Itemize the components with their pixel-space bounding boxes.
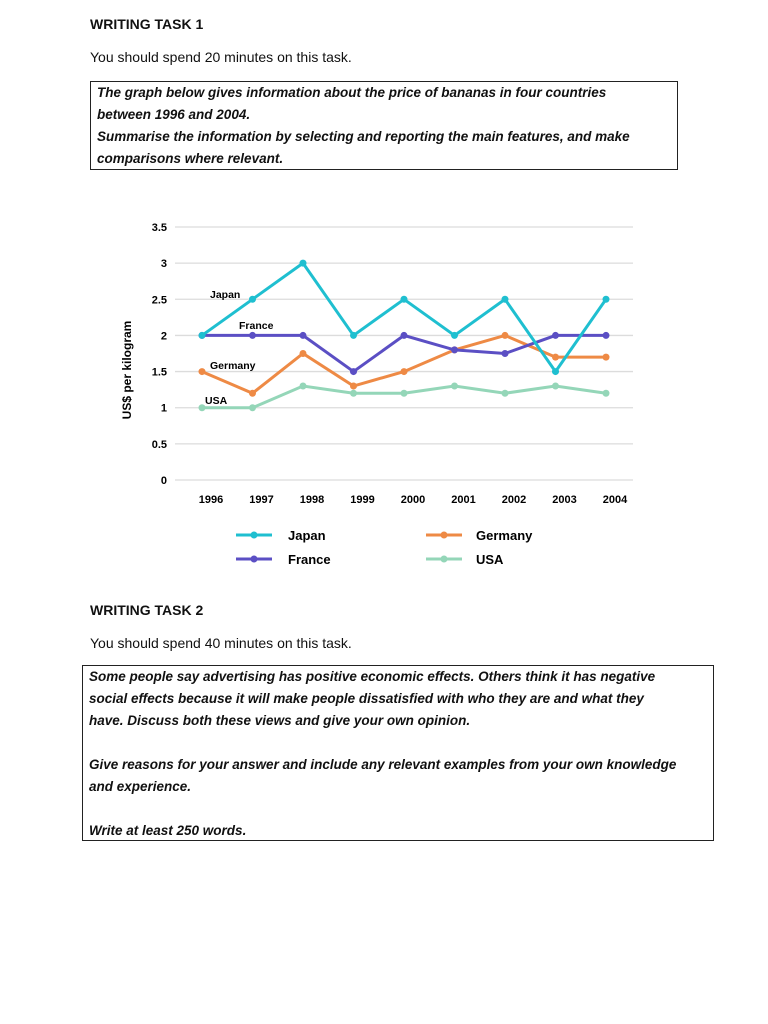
x-tick-label: 1999: [350, 494, 374, 506]
x-tick-label: 2004: [603, 494, 628, 506]
x-tick-label: 2001: [451, 494, 475, 506]
y-axis-label: US$ per kilogram: [120, 321, 134, 420]
x-tick-label: 1998: [300, 494, 324, 506]
data-point: [350, 331, 357, 339]
series-japan: [198, 259, 610, 376]
legend-marker: [440, 555, 448, 563]
prompt-line: Give reasons for your answer and include…: [89, 757, 677, 772]
banana-price-chart: 0 0.5 1 1.5 2 2.5 3 3.5 1996 1997 1998 1999 2000 200…: [120, 222, 633, 567]
y-tick-label: 2.5: [152, 294, 167, 306]
inline-label-usa: USA: [205, 395, 228, 407]
data-point: [552, 382, 559, 390]
task1-instruction: You should spend 20 minutes on this task…: [90, 49, 352, 65]
data-point: [602, 353, 610, 361]
series-usa: [198, 382, 610, 412]
data-point: [299, 350, 307, 357]
task1-prompt-box: The graph below gives information about …: [90, 81, 678, 170]
data-point: [451, 346, 458, 354]
data-point: [501, 350, 509, 357]
task2-instruction: You should spend 40 minutes on this task…: [90, 635, 352, 651]
prompt-line: social effects because it will make peop…: [89, 691, 644, 706]
data-point: [400, 389, 408, 397]
task2-heading: WRITING TASK 2: [90, 602, 204, 618]
prompt-line: Write at least 250 words.: [89, 823, 247, 838]
prompt-line: have. Discuss both these views and give …: [89, 713, 471, 728]
data-point: [350, 382, 357, 390]
y-tick-label: 1: [161, 403, 167, 415]
data-point: [198, 331, 206, 339]
data-point: [249, 331, 256, 339]
data-point: [501, 389, 509, 397]
x-tick-label: 1997: [249, 494, 273, 506]
prompt-line: The graph below gives information about …: [97, 85, 607, 100]
inline-label-france: France: [239, 320, 274, 332]
data-point: [299, 259, 307, 267]
data-point: [249, 404, 256, 412]
y-tick-label: 0: [161, 475, 167, 487]
data-point: [602, 389, 610, 397]
inline-label-japan: Japan: [210, 289, 240, 301]
y-tick-label: 1.5: [152, 367, 167, 379]
data-point: [198, 368, 206, 376]
data-point: [501, 295, 509, 303]
data-point: [198, 404, 206, 412]
legend-marker: [440, 531, 448, 539]
legend-item-germany: Germany: [426, 528, 533, 543]
data-point: [552, 368, 559, 376]
legend-label: France: [288, 552, 331, 567]
data-point: [451, 382, 458, 390]
data-point: [602, 331, 610, 339]
legend-label: Japan: [288, 528, 326, 543]
prompt-line: and experience.: [89, 779, 192, 794]
data-point: [299, 382, 307, 390]
y-tick-label: 3: [161, 258, 167, 270]
legend-label: USA: [476, 552, 504, 567]
legend-item-france: France: [236, 552, 331, 567]
series-france: [198, 331, 610, 376]
inline-label-germany: Germany: [210, 360, 256, 372]
legend-item-japan: Japan: [236, 528, 326, 543]
prompt-line: [89, 798, 707, 820]
data-point: [552, 331, 559, 339]
prompt-line: [89, 732, 707, 754]
data-point: [249, 295, 256, 303]
legend-label: Germany: [476, 528, 533, 543]
data-point: [299, 331, 307, 339]
data-point: [350, 389, 357, 397]
legend-marker: [250, 531, 258, 539]
x-tick-label: 1996: [199, 494, 223, 506]
data-point: [400, 331, 408, 339]
y-tick-label: 2: [161, 330, 167, 342]
prompt-line: Some people say advertising has positive…: [89, 669, 656, 684]
series-line: [201, 333, 606, 395]
data-point: [249, 389, 256, 397]
y-tick-label: 3.5: [152, 222, 167, 234]
task1-heading: WRITING TASK 1: [90, 16, 204, 32]
series-line: [202, 384, 607, 410]
y-tick-label: 0.5: [152, 439, 167, 451]
prompt-line: comparisons where relevant.: [97, 151, 284, 166]
x-tick-label: 2000: [401, 494, 425, 506]
series-line: [201, 261, 608, 375]
data-point: [350, 368, 357, 376]
legend-marker: [250, 555, 258, 563]
data-point: [552, 353, 559, 361]
task2-prompt-box: Some people say advertising has positive…: [82, 665, 714, 841]
data-point: [501, 331, 509, 339]
data-point: [400, 368, 408, 376]
legend-item-usa: USA: [426, 552, 504, 567]
prompt-line: Summarise the information by selecting a…: [97, 129, 630, 144]
data-point: [602, 295, 610, 303]
data-point: [451, 331, 458, 339]
x-tick-label: 2002: [502, 494, 526, 506]
data-point: [400, 295, 408, 303]
x-tick-label: 2003: [552, 494, 576, 506]
prompt-line: between 1996 and 2004.: [97, 107, 251, 122]
